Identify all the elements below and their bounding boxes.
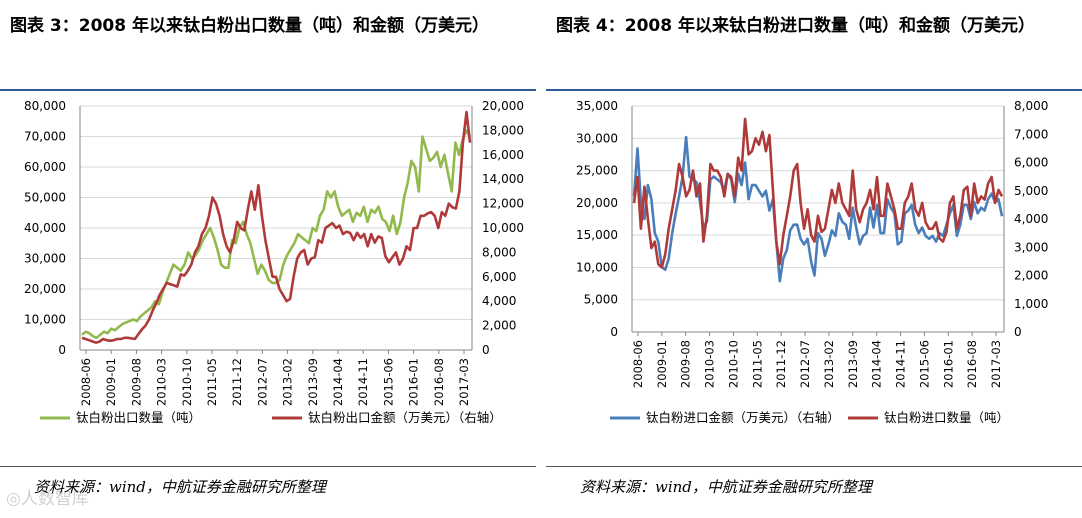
chart-title: 图表 3：2008 年以来钛白粉出口数量（吨）和金额（万美元） xyxy=(10,16,489,36)
x-tick-label: 2010-03 xyxy=(703,340,717,388)
x-tick-label: 2009-08 xyxy=(129,358,143,406)
right-tick-label: 0 xyxy=(1014,325,1022,339)
x-tick-label: 2008-06 xyxy=(79,358,93,406)
legend-label: 钛白粉进口数量（吨） xyxy=(884,410,1009,425)
right-tick-label: 6,000 xyxy=(482,270,516,284)
x-tick-label: 2010-10 xyxy=(180,358,194,406)
left-tick-label: 10,000 xyxy=(576,260,618,274)
x-tick-label: 2016-01 xyxy=(941,340,955,388)
right-tick-label: 8,000 xyxy=(1014,99,1048,113)
left-tick-label: 0 xyxy=(58,343,66,357)
bottom-rule xyxy=(546,466,1082,467)
chart-panel-exports: 图表 3：2008 年以来钛白粉出口数量（吨）和金额（万美元） 0 10,000 2… xyxy=(0,0,536,518)
left-tick-label: 40,000 xyxy=(24,221,66,235)
x-tick-label: 2014-11 xyxy=(356,358,370,406)
chart-title: 图表 4：2008 年以来钛白粉进口数量（吨）和金额（万美元） xyxy=(556,16,1035,36)
series-line xyxy=(81,110,472,344)
x-tick-label: 2009-08 xyxy=(679,340,693,388)
right-tick-label: 8,000 xyxy=(482,245,516,259)
x-tick-label: 2011-05 xyxy=(750,340,764,388)
left-tick-label: 50,000 xyxy=(24,191,66,205)
series-line xyxy=(632,117,1004,269)
right-tick-label: 1,000 xyxy=(1014,297,1048,311)
x-tick-label: 2011-12 xyxy=(230,358,244,406)
right-tick-label: 2,000 xyxy=(482,319,516,333)
right-tick-label: 4,000 xyxy=(1014,212,1048,226)
legend-label: 钛白粉出口数量（吨） xyxy=(76,410,201,425)
legend-label: 钛白粉出口金额（万美元）（右轴） xyxy=(308,410,502,425)
left-tick-label: 70,000 xyxy=(24,130,66,144)
x-tick-label: 2010-10 xyxy=(726,340,740,388)
title-rule xyxy=(546,89,1082,91)
left-tick-label: 60,000 xyxy=(24,160,66,174)
right-tick-label: 20,000 xyxy=(482,99,524,113)
x-tick-label: 2017-03 xyxy=(457,358,471,406)
legend-label: 钛白粉进口金额（万美元）（右轴） xyxy=(646,410,840,425)
left-tick-label: 10,000 xyxy=(24,313,66,327)
watermark: ◎人数智库 xyxy=(6,489,89,509)
right-tick-label: 3,000 xyxy=(1014,240,1048,254)
x-tick-label: 2015-06 xyxy=(917,340,931,388)
left-tick-label: 20,000 xyxy=(24,282,66,296)
title-rule xyxy=(0,89,536,91)
left-tick-label: 20,000 xyxy=(576,196,618,210)
x-tick-label: 2012-07 xyxy=(798,340,812,388)
left-tick-label: 80,000 xyxy=(24,99,66,113)
right-tick-label: 0 xyxy=(482,343,490,357)
x-tick-label: 2013-02 xyxy=(822,340,836,388)
left-tick-label: 30,000 xyxy=(24,252,66,266)
x-tick-label: 2009-01 xyxy=(104,358,118,406)
x-tick-label: 2014-11 xyxy=(894,340,908,388)
x-tick-label: 2009-01 xyxy=(655,340,669,388)
x-tick-label: 2017-03 xyxy=(989,340,1003,388)
right-tick-label: 7,000 xyxy=(1014,127,1048,141)
x-tick-label: 2014-04 xyxy=(870,340,884,388)
x-tick-label: 2014-04 xyxy=(331,358,345,406)
source-note: 资料来源：wind，中航证券金融研究所整理 xyxy=(34,478,326,496)
x-tick-label: 2016-08 xyxy=(965,340,979,388)
left-tick-label: 15,000 xyxy=(576,228,618,242)
right-tick-label: 2,000 xyxy=(1014,269,1048,283)
bottom-rule xyxy=(0,466,536,467)
right-tick-label: 16,000 xyxy=(482,148,524,162)
right-tick-label: 12,000 xyxy=(482,197,524,211)
x-tick-label: 2011-05 xyxy=(205,358,219,406)
right-tick-label: 14,000 xyxy=(482,172,524,186)
right-tick-label: 5,000 xyxy=(1014,184,1048,198)
left-tick-label: 25,000 xyxy=(576,164,618,178)
right-tick-label: 10,000 xyxy=(482,221,524,235)
left-tick-label: 35,000 xyxy=(576,99,618,113)
right-tick-label: 18,000 xyxy=(482,123,524,137)
x-tick-label: 2008-06 xyxy=(631,340,645,388)
x-tick-label: 2013-09 xyxy=(306,358,320,406)
x-tick-label: 2011-12 xyxy=(774,340,788,388)
source-note: 资料来源：wind，中航证券金融研究所整理 xyxy=(580,478,872,496)
x-tick-label: 2016-08 xyxy=(432,358,446,406)
left-tick-label: 5,000 xyxy=(584,293,618,307)
series-line xyxy=(81,129,472,340)
x-tick-label: 2012-07 xyxy=(255,358,269,406)
right-tick-label: 4,000 xyxy=(482,294,516,308)
x-tick-label: 2013-09 xyxy=(846,340,860,388)
x-tick-label: 2013-02 xyxy=(281,358,295,406)
left-tick-label: 0 xyxy=(610,325,618,339)
x-tick-label: 2016-01 xyxy=(407,358,421,406)
import-chart: 0 5,000 10,000 15,000 20,000 25,000 30,000 35,0… xyxy=(576,99,1048,425)
series-line xyxy=(632,135,1004,283)
export-chart: 0 10,000 20,000 30,000 40,000 50,000 60,000 70,… xyxy=(24,99,524,425)
chart-panel-imports: 图表 4：2008 年以来钛白粉进口数量（吨）和金额（万美元） 0 5,000 10… xyxy=(546,0,1082,518)
x-tick-label: 2010-03 xyxy=(155,358,169,406)
left-tick-label: 30,000 xyxy=(576,131,618,145)
right-tick-label: 6,000 xyxy=(1014,156,1048,170)
x-tick-label: 2015-06 xyxy=(381,358,395,406)
